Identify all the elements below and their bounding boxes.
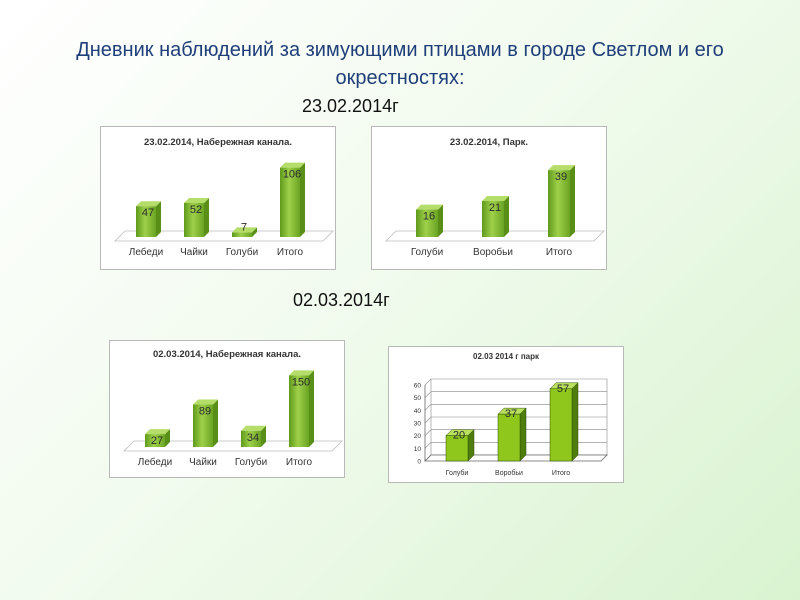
data-label: 89 (199, 406, 211, 418)
category-label: Голуби (411, 246, 443, 258)
bar-side (252, 227, 257, 237)
category-label: Итого (277, 247, 304, 258)
chart-embankment-0203: 02.03.2014, Набережная канала. 27 Лебеди 89… (109, 340, 345, 478)
y-tick-label: 10 (414, 446, 422, 453)
chart-title: 23.02.2014, Парк. (450, 137, 528, 148)
chart-floor (114, 230, 334, 242)
data-label: 37 (505, 408, 517, 420)
bar-side (165, 429, 170, 447)
data-label: 27 (151, 435, 163, 447)
bar-top (232, 227, 257, 233)
y-tick-label: 30 (414, 421, 422, 428)
data-label: 47 (142, 207, 154, 219)
bar (445, 435, 469, 462)
bar-top (289, 370, 314, 376)
gridline-side (424, 442, 432, 449)
y-tick-label: 60 (414, 383, 422, 390)
bar-side (156, 201, 161, 237)
bar (232, 232, 252, 237)
category-label: Чайки (180, 247, 208, 258)
bar (549, 388, 573, 462)
bar (280, 167, 300, 237)
chart-embankment-2302: 23.02.2014, Набережная канала. 47 Лебеди 52… (100, 126, 336, 270)
category-label: Воробьи (495, 469, 523, 477)
date-label-1: 23.02.2014г (302, 96, 399, 116)
y-tick-label: 50 (414, 395, 422, 402)
category-label: Голуби (235, 456, 267, 468)
bar-side (300, 162, 305, 237)
page-title: Дневник наблюдений за зимующими птицами … (76, 39, 724, 89)
chart-park-0203: 02.03 2014 г парк 0 10 20 30 40 50 60 20 Голуби 37… (388, 346, 624, 483)
category-label: Лебеди (138, 456, 172, 468)
bar (497, 413, 521, 462)
bar (548, 170, 570, 237)
date-label-2: 02.03.2014г (293, 290, 390, 310)
gridline-side (424, 378, 432, 386)
chart-title: 02.03.2014, Набережная канала. (153, 349, 301, 360)
chart-park-2302: 23.02.2014, Парк. 16 Голуби 21 Воробьи 39 Итог… (371, 126, 607, 270)
bar (145, 434, 165, 447)
bar (416, 209, 438, 237)
category-label: Итого (286, 457, 313, 468)
bar-top (280, 162, 305, 168)
category-label: Итого (546, 247, 573, 258)
bar-top (184, 197, 209, 203)
bar (241, 430, 261, 447)
bar-top (482, 196, 509, 201)
data-label: 150 (292, 376, 310, 388)
data-label: 106 (283, 169, 301, 181)
gridline-side (424, 404, 432, 411)
bar-side (519, 407, 527, 462)
bar-side (504, 196, 509, 237)
data-label: 57 (557, 383, 569, 395)
category-label: Итого (552, 470, 570, 477)
category-label: Голуби (226, 246, 258, 258)
bar-top (136, 201, 161, 207)
gridline-side (424, 391, 432, 398)
bar (289, 375, 309, 447)
chart-title: 02.03 2014 г парк (473, 352, 540, 361)
category-label: Голуби (446, 469, 469, 477)
y-tick-label: 20 (414, 433, 422, 440)
bar-side (213, 399, 218, 447)
chart-title: 23.02.2014, Набережная канала. (144, 137, 292, 148)
bar-top (193, 399, 218, 405)
bar-side (309, 370, 314, 447)
bar-side (438, 204, 443, 237)
data-label: 16 (423, 211, 435, 223)
bar-side (204, 197, 209, 237)
data-label: 52 (190, 204, 202, 216)
gridline-side (424, 429, 432, 436)
y-tick-label: 0 (417, 459, 421, 466)
category-label: Воробьи (473, 246, 513, 258)
bar-side (261, 425, 266, 447)
bar (136, 206, 156, 237)
bar-side (571, 382, 579, 462)
bar-top (416, 204, 443, 210)
category-label: Лебеди (129, 246, 163, 258)
bar-top (145, 429, 170, 435)
chart-floor (123, 440, 343, 452)
category-label: Чайки (189, 457, 217, 468)
gridline-side (424, 416, 432, 424)
bar (184, 202, 204, 237)
bar-side (570, 165, 575, 237)
data-label: 39 (555, 171, 567, 183)
data-label: 20 (453, 430, 465, 442)
bar (193, 404, 213, 447)
data-label: 21 (489, 202, 501, 214)
bar-top (548, 165, 575, 171)
bar-top (241, 425, 266, 431)
data-label: 34 (247, 432, 259, 444)
y-tick-label: 40 (414, 408, 422, 415)
data-label: 7 (241, 221, 247, 233)
bar (482, 201, 504, 237)
